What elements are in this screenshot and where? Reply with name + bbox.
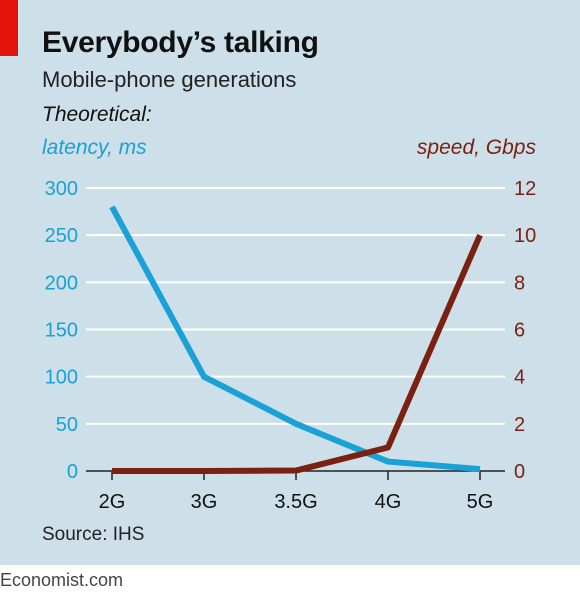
x-tick-label: 3.5G	[274, 491, 317, 513]
brand-tag	[0, 0, 18, 56]
right-tick-label: 6	[514, 320, 525, 342]
right-tick-label: 2	[514, 414, 525, 436]
right-tick-label: 10	[514, 225, 536, 247]
x-tick-label: 2G	[99, 491, 126, 513]
left-tick-label: 100	[45, 367, 78, 389]
chart-title: Everybody’s talking	[42, 26, 319, 59]
left-tick-label: 50	[56, 414, 78, 436]
x-tick-label: 4G	[375, 491, 402, 513]
right-axis-label: speed, Gbps	[416, 136, 536, 159]
theoretical-label: Theoretical:	[42, 103, 152, 126]
x-tick-label: 3G	[191, 491, 218, 513]
speed-series-line	[112, 233, 483, 474]
source-note: Source: IHS	[42, 524, 145, 545]
chart-subtitle: Mobile-phone generations	[42, 67, 297, 92]
latency-series-line	[109, 205, 481, 473]
left-tick-label: 150	[45, 320, 78, 342]
left-axis-label: latency, ms	[42, 136, 147, 159]
footer-credit: Economist.com	[0, 570, 124, 590]
right-tick-label: 4	[514, 367, 525, 389]
x-tick-label: 5G	[467, 491, 494, 513]
left-tick-label: 0	[67, 461, 78, 483]
right-tick-label: 0	[514, 461, 525, 483]
right-tick-label: 8	[514, 272, 525, 294]
right-tick-label: 12	[514, 178, 536, 200]
line-chart: 0 50 100 150 200 250 300 0 2 4 6 8 10 12 2G 3G 3.5G 4G 5G	[45, 178, 537, 513]
left-tick-label: 300	[45, 178, 78, 200]
left-tick-label: 250	[45, 225, 78, 247]
left-tick-label: 200	[45, 272, 78, 294]
